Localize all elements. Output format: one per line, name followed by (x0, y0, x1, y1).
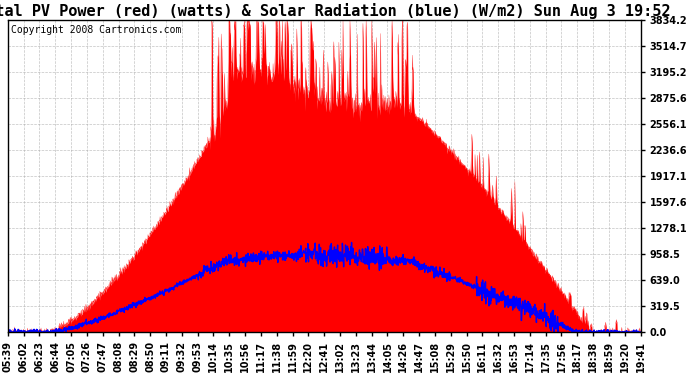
Text: Copyright 2008 Cartronics.com: Copyright 2008 Cartronics.com (11, 25, 181, 34)
Title: Total PV Power (red) (watts) & Solar Radiation (blue) (W/m2) Sun Aug 3 19:52: Total PV Power (red) (watts) & Solar Rad… (0, 3, 671, 19)
